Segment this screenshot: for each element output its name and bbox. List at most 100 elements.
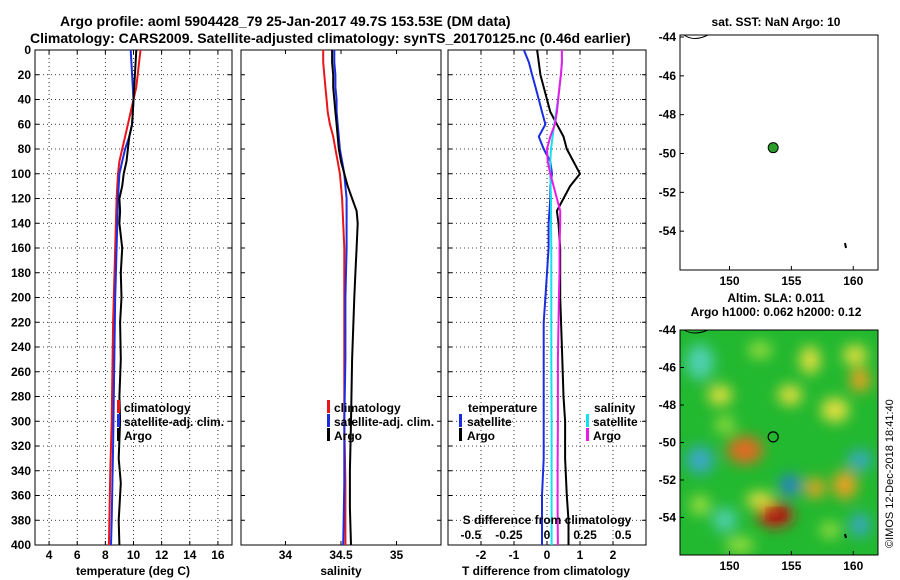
map-lon-tick-label: 160 [843, 559, 863, 573]
legend-label-satellite: satellite-adj. clim. [334, 415, 434, 429]
sla-map-ticks: 150 155 160 -44 -46 -48 -50 -52 -54 [659, 323, 864, 573]
map-lat-tick-label: -46 [659, 361, 677, 375]
legend-label-s-argo: Argo [593, 429, 621, 443]
x-tick-label: 10 [127, 548, 141, 562]
difference-grid [448, 50, 646, 545]
depth-tick-label: 300 [11, 414, 31, 428]
map-lat-tick-label: -44 [659, 323, 677, 337]
depth-tick-label: 120 [11, 192, 31, 206]
legend-swatch-climatology [117, 400, 120, 413]
depth-tick-label: 260 [11, 365, 31, 379]
s-diff-tick-label: 0 [544, 528, 551, 542]
temperature-x-ticks: 4 6 8 10 12 14 16 [46, 50, 225, 562]
figure-title-line2: Climatology: CARS2009. Satellite-adjuste… [30, 30, 631, 46]
map-lat-tick-label: -54 [659, 511, 677, 525]
depth-tick-label: 160 [11, 241, 31, 255]
map-lat-tick-label: -48 [659, 108, 677, 122]
depth-tick-label: 220 [11, 315, 31, 329]
legend-label-t-argo: Argo [467, 429, 495, 443]
legend-swatch-argo [327, 428, 330, 441]
map-lon-tick-label: 155 [781, 274, 801, 288]
legend-label-climatology: climatology [124, 401, 191, 415]
argo-location-marker [767, 142, 779, 154]
x-tick-label: 14 [183, 548, 197, 562]
coastline-fragment [844, 533, 847, 539]
legend-swatch-argo [117, 428, 120, 441]
map-lat-tick-label: -50 [659, 147, 677, 161]
sla-heatmap [680, 330, 878, 555]
s-diff-tick-label: 0.5 [615, 528, 632, 542]
map-lat-tick-label: -54 [659, 224, 677, 238]
x-tick-label: 16 [211, 548, 225, 562]
salinity-panel [240, 49, 442, 546]
x-tick-label: 34 [279, 548, 293, 562]
x-tick-label: 8 [102, 548, 109, 562]
sla-map-title-line1: Altim. SLA: 0.011 [727, 291, 825, 305]
map-lat-tick-label: -48 [659, 398, 677, 412]
x-tick-label: -2 [476, 548, 487, 562]
difference-legend: temperature satellite Argo salinity sate… [459, 401, 638, 443]
profile-line-argo [536, 50, 581, 545]
map-lat-tick-label: -46 [659, 69, 677, 83]
depth-tick-label: 180 [11, 266, 31, 280]
depth-tick-label: 20 [18, 68, 32, 82]
difference-profiles [522, 50, 581, 545]
argo-location-marker [767, 431, 779, 443]
difference-x-ticks: -2 -1 0 1 2 [476, 50, 617, 562]
legend-label-satellite: satellite-adj. clim. [124, 415, 224, 429]
profile-line-argo [546, 50, 563, 545]
imos-watermark: ©IMOS 12-Dec-2018 18:41:40 [884, 399, 896, 548]
salinity-x-ticks: 34 34.5 35 [279, 50, 404, 562]
x-tick-label: -1 [509, 548, 520, 562]
coastline-fragment [683, 34, 709, 39]
depth-tick-label: 140 [11, 216, 31, 230]
figure-title-line1: Argo profile: aoml 5904428_79 25-Jan-201… [60, 13, 511, 29]
coastline-fragment [844, 242, 847, 249]
depth-tick-label: 400 [11, 538, 31, 552]
legend-swatch-s-argo [586, 428, 589, 441]
sla-map-title-line2: Argo h1000: 0.062 h2000: 0.12 [691, 305, 862, 319]
map-lon-tick-label: 150 [719, 559, 739, 573]
s-difference-label: S difference from climatology [463, 513, 632, 527]
depth-tick-label: 280 [11, 390, 31, 404]
profile-line-argo [331, 50, 359, 545]
map-lat-tick-label: -44 [659, 30, 677, 44]
legend-swatch-climatology [327, 400, 330, 413]
legend-swatch-satellite [117, 414, 120, 427]
map-lat-tick-label: -52 [659, 185, 677, 199]
depth-tick-label: 360 [11, 489, 31, 503]
temperature-x-label: temperature (deg C) [76, 564, 190, 578]
s-diff-tick-label: -0.5 [461, 528, 482, 542]
s-diff-tick-label: 0.25 [573, 528, 597, 542]
legend-swatch-t-argo [459, 428, 462, 441]
x-tick-label: 1 [577, 548, 584, 562]
sst-map-title: sat. SST: NaN Argo: 10 [712, 15, 841, 29]
sst-map-panel [679, 34, 879, 271]
legend-label-argo: Argo [124, 429, 152, 443]
coastline-fragment [683, 329, 709, 334]
map-lat-tick-label: -52 [659, 473, 677, 487]
depth-tick-label: 100 [11, 167, 31, 181]
legend-label-argo: Argo [334, 429, 362, 443]
difference-x-label: T difference from climatology [462, 564, 630, 578]
salinity-profiles [322, 50, 359, 545]
salinity-difference-x-ticks: -0.5 -0.25 0 0.25 0.5 [461, 528, 632, 542]
depth-axis: 0 20 40 60 80 100 120 140 160 180 200 220 240 260 280 3… [11, 43, 646, 552]
legend-title-salinity: salinity [594, 401, 636, 415]
map-lon-tick-label: 155 [781, 559, 801, 573]
depth-tick-label: 320 [11, 439, 31, 453]
x-tick-label: 2 [610, 548, 617, 562]
depth-tick-label: 80 [18, 142, 32, 156]
salinity-legend: climatology satellite-adj. clim. Argo [327, 400, 434, 443]
map-lon-tick-label: 160 [843, 274, 863, 288]
depth-tick-label: 380 [11, 513, 31, 527]
s-diff-tick-label: -0.25 [495, 528, 523, 542]
x-tick-label: 6 [74, 548, 81, 562]
depth-tick-label: 0 [24, 43, 31, 57]
depth-tick-label: 340 [11, 464, 31, 478]
legend-swatch-satellite [327, 414, 330, 427]
depth-tick-label: 200 [11, 291, 31, 305]
temperature-legend: climatology satellite-adj. clim. Argo [117, 400, 224, 443]
x-tick-label: 35 [390, 548, 404, 562]
legend-title-temperature: temperature [468, 401, 538, 415]
